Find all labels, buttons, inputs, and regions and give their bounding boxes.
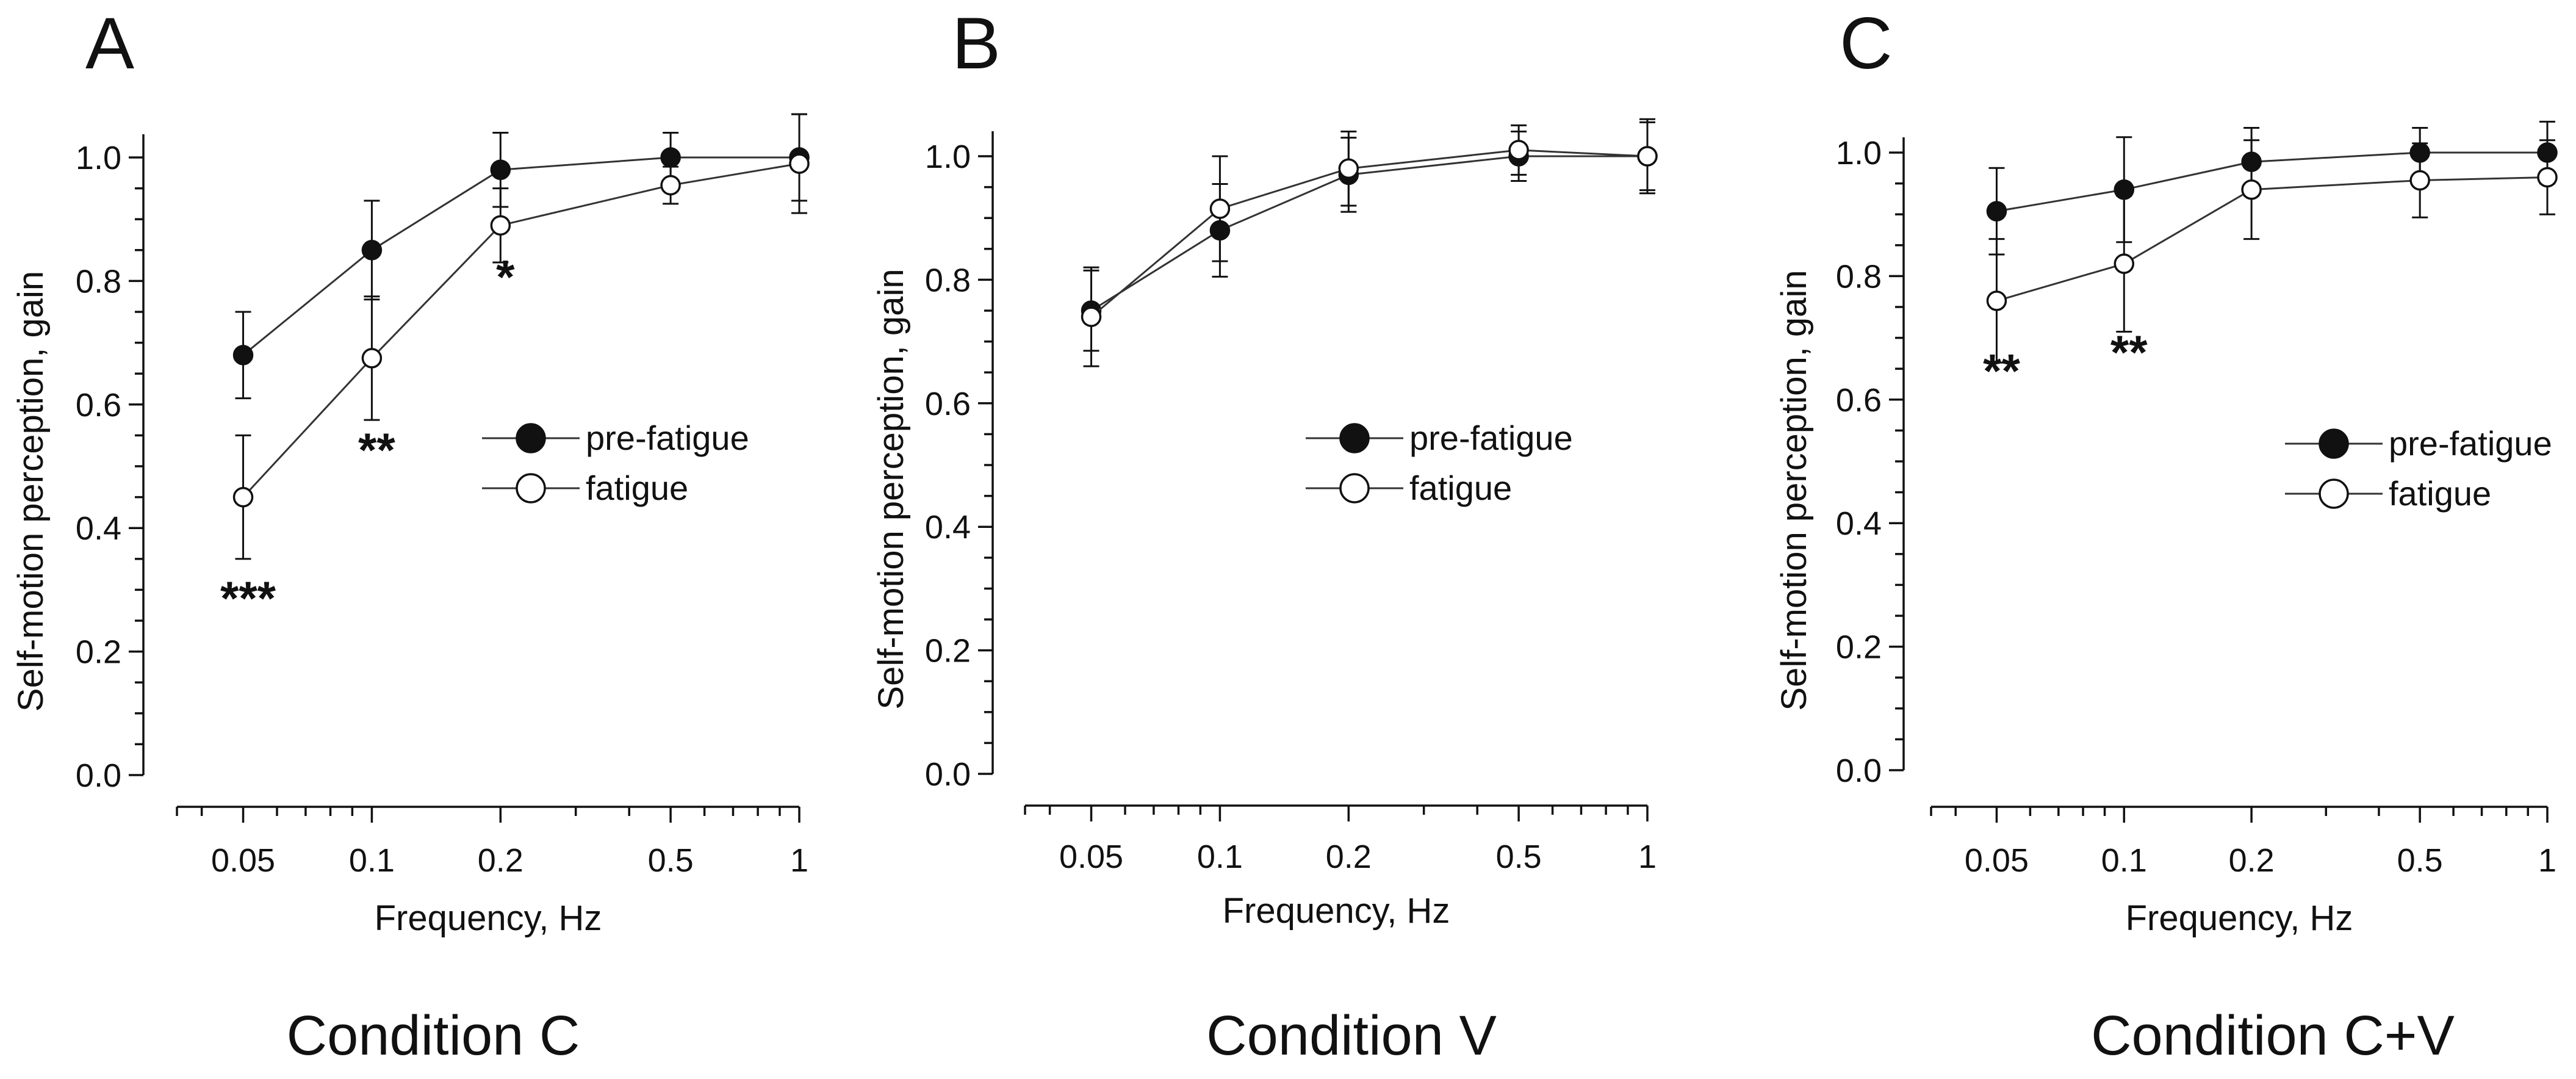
series-line-pre-fatigue <box>1996 151 2547 212</box>
data-point-fatigue <box>490 215 511 236</box>
y-tick-label: 0.0 <box>1836 752 1882 789</box>
y-axis-label: Self-motion perception, gain <box>1774 270 1814 710</box>
data-point-fatigue <box>2241 179 2262 200</box>
plot-area: 0.0 0.2 0.4 0.6 0.8 1.0 Self-motion perception… <box>871 118 1658 931</box>
data-point-fatigue <box>2409 170 2430 191</box>
data-point-pre-fatigue <box>1986 201 2007 222</box>
data-point-fatigue <box>1986 290 2007 311</box>
condition-title: Condition V <box>1206 1005 1497 1067</box>
data-point-fatigue <box>1637 146 1658 167</box>
legend-open-marker <box>516 473 546 503</box>
significance-marker: ** <box>1983 344 2020 398</box>
data-point-fatigue <box>1209 198 1231 219</box>
legend-label: fatigue <box>2389 474 2491 513</box>
x-axis-label: Frequency, Hz <box>1223 891 1450 931</box>
legend-open-marker <box>1339 473 1370 503</box>
x-tick-label: 1 <box>2538 842 2556 879</box>
panel-letter: B <box>952 2 1001 84</box>
data-point-fatigue <box>789 153 810 174</box>
x-tick-label: 0.5 <box>2397 842 2443 879</box>
y-tick-label: 0.8 <box>76 263 121 300</box>
x-tick-label: 1 <box>790 842 808 879</box>
significance-marker: *** <box>220 571 276 625</box>
x-tick-label: 0.05 <box>1059 839 1123 875</box>
data-point-fatigue <box>361 348 383 369</box>
y-axis-label: Self-motion perception, gain <box>11 271 51 712</box>
legend-filled-marker <box>1339 423 1370 453</box>
data-point-pre-fatigue <box>232 345 254 366</box>
x-tick-label: 0.2 <box>1326 839 1372 875</box>
y-axis-label: Self-motion perception, gain <box>871 269 911 709</box>
y-tick-label: 0.2 <box>925 633 971 669</box>
significance-marker: ** <box>358 423 395 477</box>
condition-title: Condition C+V <box>2091 1005 2455 1067</box>
plot-area: 0.0 0.2 0.4 0.6 0.8 1.0 Self-motion perception… <box>1774 120 2558 938</box>
legend-label: fatigue <box>586 469 688 507</box>
x-axis-label: Frequency, Hz <box>375 898 602 938</box>
legend-label: fatigue <box>1409 469 1512 507</box>
y-tick-label: 0.6 <box>1836 382 1882 419</box>
significance-marker: ** <box>2110 325 2148 379</box>
x-tick-label: 0.2 <box>2229 842 2275 879</box>
x-tick-label: 0.1 <box>349 842 395 879</box>
x-tick-label: 0.5 <box>1496 839 1542 875</box>
condition-title: Condition C <box>287 1005 580 1067</box>
legend-filled-marker <box>516 423 546 453</box>
y-tick-label: 1.0 <box>1836 135 1882 171</box>
legend-label: pre-fatigue <box>586 419 749 457</box>
y-tick-label: 0.6 <box>76 387 121 424</box>
panel-c: C Condition C+V 0.0 0.2 0.4 0.6 0.8 1.0 Self-m… <box>1774 2 2558 1067</box>
y-tick-label: 0.4 <box>925 509 971 546</box>
y-tick-label: 0.2 <box>76 634 121 671</box>
data-point-pre-fatigue <box>361 240 383 261</box>
data-point-pre-fatigue <box>660 147 681 168</box>
panel-letter: C <box>1840 2 1893 84</box>
y-tick-label: 0.8 <box>1836 258 1882 295</box>
data-point-fatigue <box>1081 306 1102 327</box>
y-tick-label: 0.6 <box>925 386 971 422</box>
data-point-fatigue <box>232 486 254 508</box>
data-point-fatigue <box>660 175 681 196</box>
legend-label: pre-fatigue <box>2389 424 2552 463</box>
x-tick-label: 0.1 <box>1197 839 1243 875</box>
significance-marker: * <box>496 250 515 304</box>
panel-b: B Condition V 0.0 0.2 0.4 0.6 0.8 1.0 Self-mot… <box>871 2 1658 1067</box>
series-line-pre-fatigue <box>1090 155 1647 312</box>
y-tick-label: 1.0 <box>76 140 121 176</box>
data-point-fatigue <box>1508 140 1529 161</box>
legend-open-marker <box>2319 478 2349 509</box>
data-point-fatigue <box>2537 167 2558 188</box>
data-point-fatigue <box>2114 253 2135 274</box>
plot-area: 0.0 0.2 0.4 0.6 0.8 1.0 Self-motion perception… <box>11 113 810 938</box>
y-tick-label: 0.4 <box>76 510 121 547</box>
x-tick-label: 0.05 <box>211 842 275 879</box>
series-line-pre-fatigue <box>242 156 799 356</box>
data-point-pre-fatigue <box>490 159 511 180</box>
panel-a: A Condition C 0.0 0.2 0.4 0.6 0.8 1.0 Self-mot… <box>11 2 810 1067</box>
y-tick-label: 0.4 <box>1836 505 1882 542</box>
x-tick-label: 0.2 <box>478 842 523 879</box>
panel-letter: A <box>85 2 134 84</box>
legend-label: pre-fatigue <box>1409 419 1573 457</box>
legend-filled-marker <box>2319 428 2349 459</box>
y-tick-label: 0.2 <box>1836 629 1882 666</box>
y-tick-label: 1.0 <box>925 139 971 175</box>
series-line-fatigue <box>1090 149 1648 318</box>
x-tick-label: 1 <box>1638 839 1657 875</box>
y-tick-label: 0.0 <box>76 757 121 794</box>
series-line-fatigue <box>1996 176 2548 302</box>
x-tick-label: 0.1 <box>2101 842 2147 879</box>
data-point-fatigue <box>1338 158 1359 179</box>
x-tick-label: 0.05 <box>1965 842 2029 879</box>
y-tick-label: 0.8 <box>925 262 971 298</box>
x-tick-label: 0.5 <box>648 842 694 879</box>
y-tick-label: 0.0 <box>925 756 971 793</box>
x-axis-label: Frequency, Hz <box>2126 898 2353 938</box>
